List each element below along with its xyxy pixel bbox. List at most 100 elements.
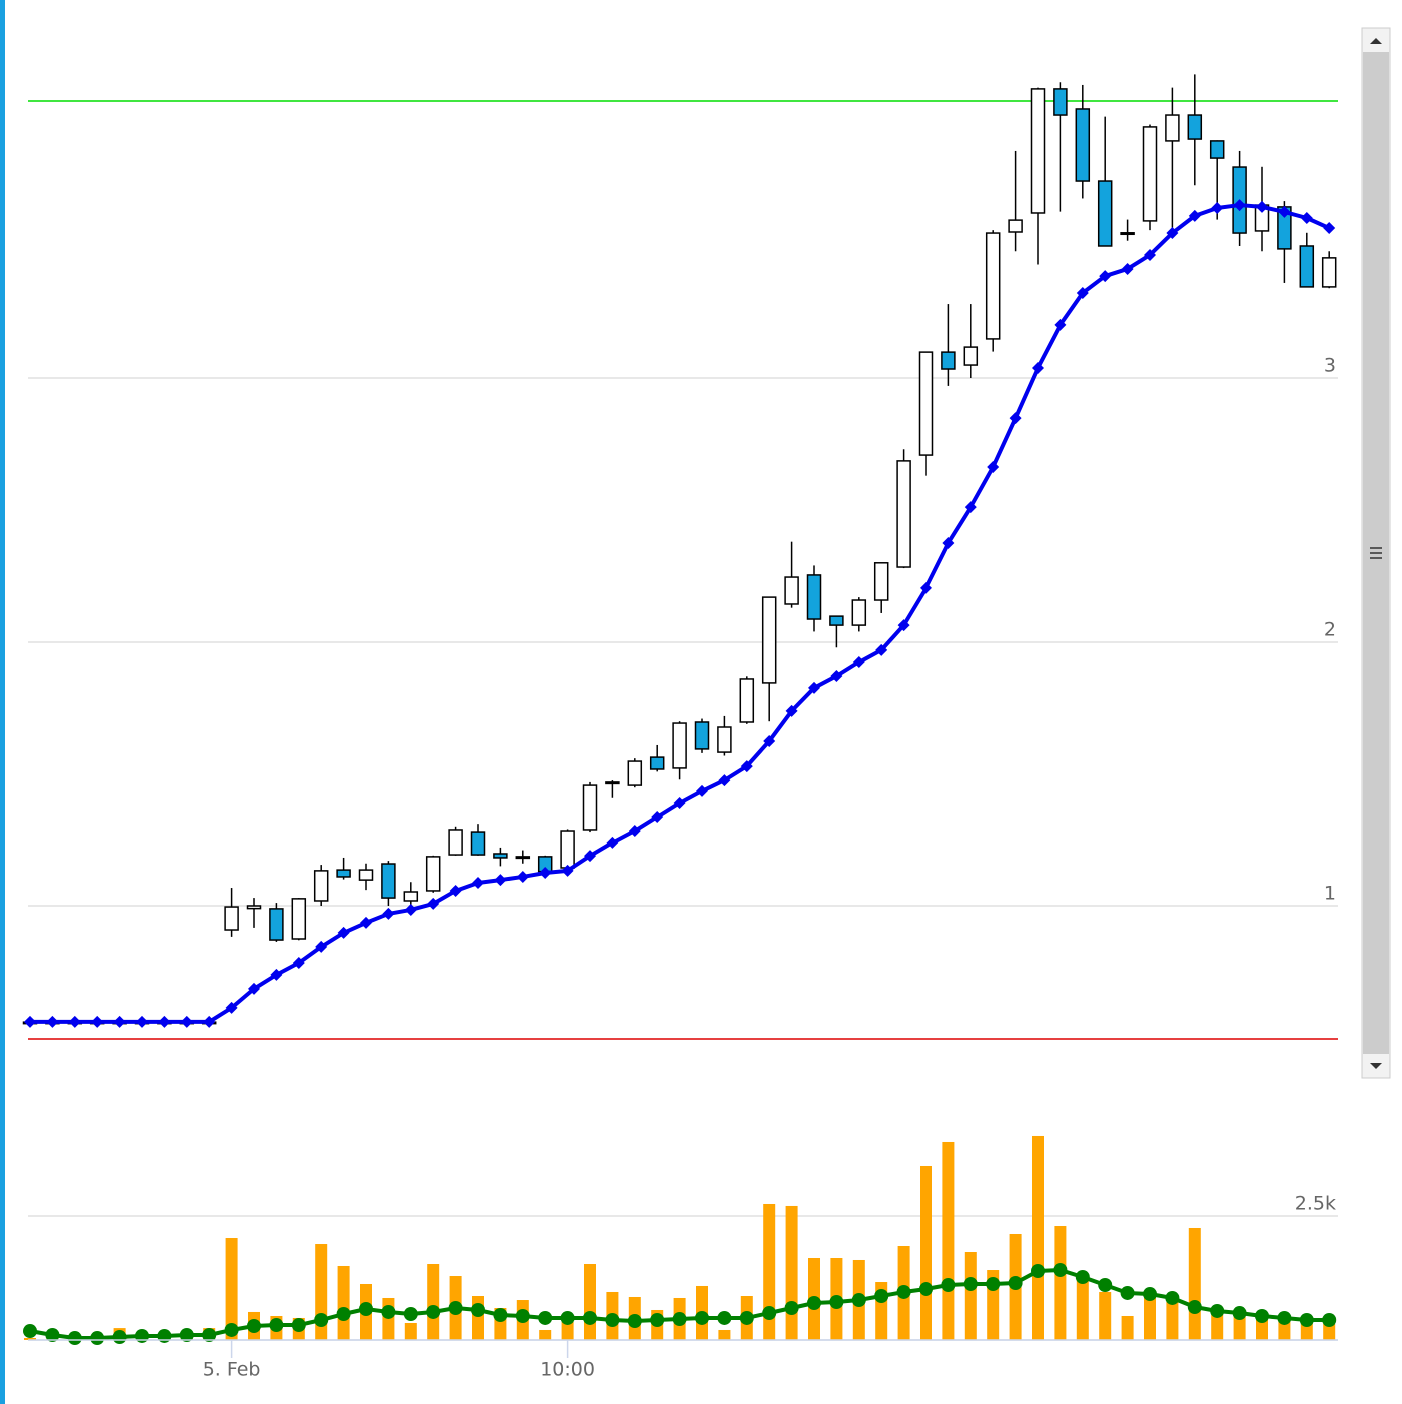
marker	[874, 1289, 889, 1304]
marker	[964, 501, 977, 514]
candle-body	[1187, 114, 1203, 140]
candle-body	[1008, 219, 1023, 233]
marker	[157, 1328, 172, 1343]
marker	[382, 907, 395, 920]
marker	[739, 1310, 754, 1325]
volume-bar	[337, 1265, 350, 1340]
marker	[1120, 1285, 1135, 1300]
volume-bar	[584, 1264, 596, 1340]
scrollbar[interactable]	[1361, 27, 1391, 1079]
marker	[583, 1310, 597, 1325]
marker	[314, 1313, 329, 1328]
marker	[1053, 1263, 1068, 1278]
marker	[1232, 1306, 1247, 1321]
marker	[449, 884, 462, 897]
marker	[113, 1015, 126, 1028]
marker	[651, 811, 664, 824]
candle-body	[403, 891, 419, 902]
marker	[203, 1015, 216, 1028]
candle-body	[224, 906, 239, 931]
marker	[717, 1310, 732, 1325]
marker	[538, 1310, 553, 1325]
candle-body	[493, 853, 508, 859]
marker	[896, 1284, 911, 1299]
marker	[1299, 1313, 1314, 1328]
marker	[1323, 222, 1336, 235]
scroll-up-arrow[interactable]	[1370, 38, 1382, 44]
candle-body	[269, 908, 284, 941]
marker	[784, 1301, 799, 1316]
marker	[90, 1331, 105, 1346]
volume-bar	[1121, 1315, 1134, 1340]
marker	[224, 1322, 239, 1337]
marker	[23, 1324, 37, 1339]
marker	[1032, 361, 1044, 374]
marker	[225, 1001, 238, 1014]
volume-bar	[24, 1338, 36, 1340]
marker	[1277, 1310, 1292, 1325]
marker	[829, 1295, 844, 1310]
marker	[179, 1327, 194, 1342]
candle-body	[1053, 88, 1068, 116]
marker	[987, 460, 1000, 473]
marker	[270, 968, 283, 981]
y-tick-label: 2	[1324, 618, 1336, 640]
marker	[941, 1277, 956, 1292]
marker	[986, 1276, 1001, 1291]
marker	[785, 704, 798, 717]
volume-bar	[225, 1238, 238, 1340]
volume-bar	[1076, 1276, 1089, 1340]
marker	[158, 1015, 171, 1028]
marker	[1143, 1287, 1157, 1302]
candle-body	[1030, 88, 1046, 214]
marker	[1278, 205, 1291, 218]
candle-body	[1165, 114, 1180, 142]
candle-body	[246, 905, 262, 910]
marker	[135, 1328, 149, 1343]
candle-body	[627, 760, 643, 786]
candle-body	[918, 351, 934, 456]
marker	[1144, 248, 1156, 261]
marker	[472, 877, 484, 890]
volume-bar	[785, 1205, 798, 1340]
marker	[942, 536, 955, 549]
candle-body	[717, 726, 732, 753]
volume-bar	[404, 1322, 417, 1340]
candle-body	[291, 898, 307, 940]
marker	[1300, 211, 1313, 224]
volume-bar	[1211, 1311, 1224, 1340]
candle-body	[739, 678, 755, 723]
volume-bar	[920, 1165, 932, 1340]
marker	[1256, 200, 1268, 213]
volume-bar	[382, 1297, 395, 1340]
marker	[1098, 1277, 1113, 1292]
volume-bar	[1278, 1320, 1291, 1340]
left-border	[0, 0, 5, 1404]
marker	[1076, 286, 1089, 299]
candle-body	[336, 869, 351, 878]
candle-body	[313, 870, 329, 902]
scroll-down-arrow[interactable]	[1370, 1063, 1382, 1069]
marker	[381, 1304, 396, 1319]
volume-bar	[1188, 1227, 1201, 1340]
marker	[471, 1302, 485, 1317]
volume-bar	[718, 1329, 731, 1340]
scrollbar-grip[interactable]	[1370, 547, 1382, 559]
marker	[45, 1327, 60, 1342]
marker	[695, 1310, 709, 1325]
marker	[627, 1314, 642, 1329]
marker	[718, 774, 731, 787]
marker	[1255, 1308, 1269, 1323]
volume-bar	[1323, 1323, 1336, 1340]
marker	[740, 760, 753, 773]
marker	[112, 1330, 127, 1345]
marker	[1187, 1300, 1202, 1315]
marker	[67, 1331, 82, 1346]
marker	[1054, 318, 1067, 331]
marker	[515, 1308, 530, 1323]
marker	[426, 1304, 441, 1319]
marker	[136, 1015, 148, 1028]
candle-body	[829, 615, 844, 626]
marker	[830, 670, 843, 683]
marker	[1233, 199, 1246, 212]
